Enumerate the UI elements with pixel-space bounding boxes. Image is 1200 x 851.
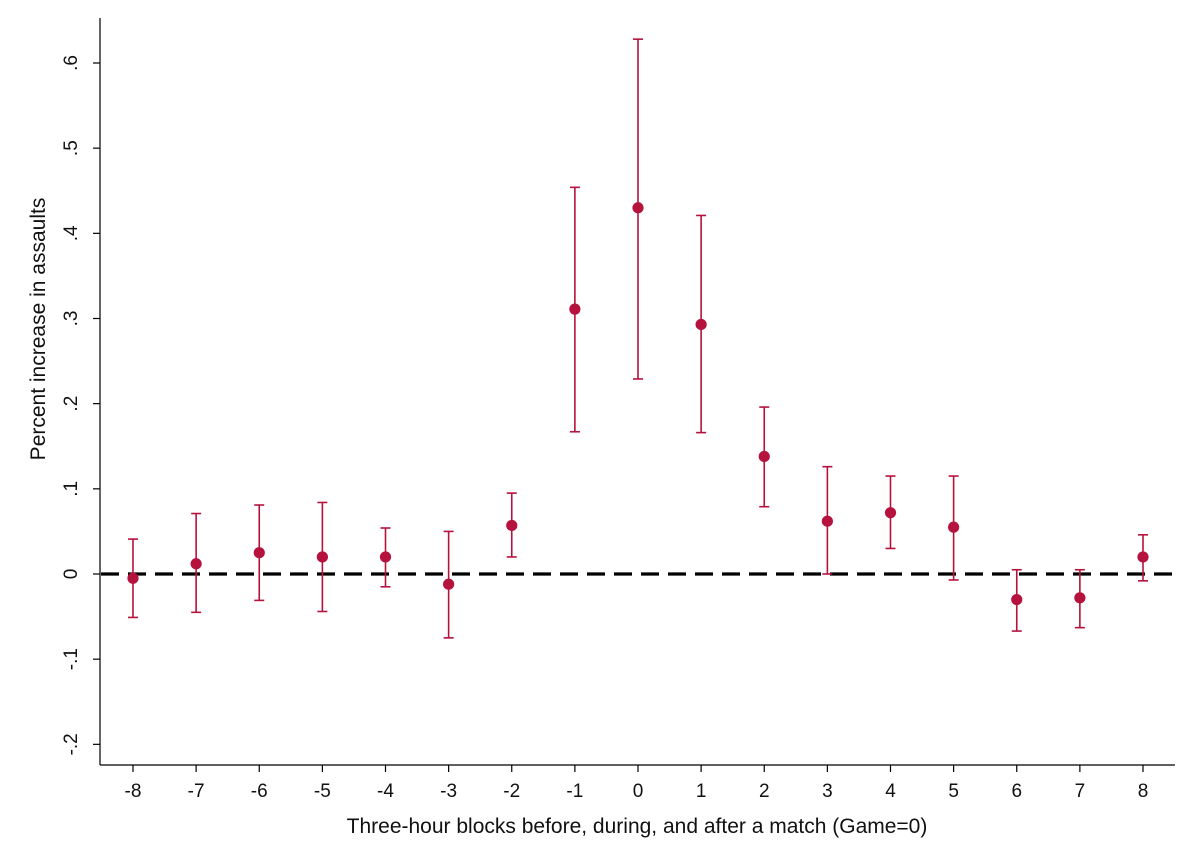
x-tick-label: 4 [885, 781, 896, 802]
data-point [127, 572, 139, 584]
x-tick-label: 6 [1011, 781, 1022, 802]
data-point [316, 551, 328, 563]
data-point [253, 547, 265, 559]
y-tick-label: .6 [61, 55, 82, 71]
y-tick-label: -.1 [61, 648, 82, 670]
y-tick-label: .5 [61, 140, 82, 156]
error-bars [128, 38, 1148, 639]
y-tick-label: -.2 [61, 733, 82, 755]
data-point [443, 578, 455, 590]
x-tick-label: -4 [377, 781, 394, 802]
point-estimates [127, 202, 1149, 606]
x-tick-label: -5 [314, 781, 331, 802]
data-point [1011, 593, 1023, 606]
data-point [506, 519, 518, 532]
data-point [695, 318, 707, 331]
data-point [948, 521, 960, 533]
x-ticks: -8 -7 -6 -5 -4 -3 -2 -1 0 1 2 3 4 5 6 7 8 [125, 765, 1149, 802]
data-point [1137, 551, 1149, 563]
data-point [190, 558, 202, 570]
data-point [632, 202, 644, 214]
x-tick-label: -7 [188, 781, 205, 802]
data-point [379, 551, 392, 563]
x-tick-label: 0 [633, 781, 644, 802]
data-point [569, 303, 581, 315]
x-axis-title: Three-hour blocks before, during, and af… [347, 815, 928, 838]
data-point [758, 450, 770, 463]
data-point [884, 507, 897, 519]
y-tick-label: .1 [61, 481, 82, 497]
y-ticks: -.2 -.1 0 .1 .2 .3 .4 .5 .6 [61, 55, 100, 755]
y-tick-label: .2 [61, 396, 82, 412]
x-tick-label: 3 [822, 781, 833, 802]
x-tick-label: -8 [125, 781, 142, 802]
x-tick-label: -3 [440, 781, 457, 802]
y-tick-label: 0 [61, 569, 82, 580]
y-tick-label: .3 [61, 311, 82, 327]
data-point [821, 515, 833, 527]
x-tick-label: 1 [696, 781, 707, 802]
x-tick-label: -2 [503, 781, 520, 802]
x-tick-label: -6 [251, 781, 268, 802]
x-tick-label: -1 [566, 781, 583, 802]
y-axis-title: Percent increase in assaults [27, 198, 50, 461]
y-tick-label: .4 [61, 225, 82, 241]
x-tick-label: 7 [1075, 781, 1086, 802]
x-tick-label: 5 [948, 781, 959, 802]
data-point [1074, 592, 1086, 604]
x-tick-label: 2 [759, 781, 770, 802]
x-tick-label: 8 [1138, 781, 1149, 802]
